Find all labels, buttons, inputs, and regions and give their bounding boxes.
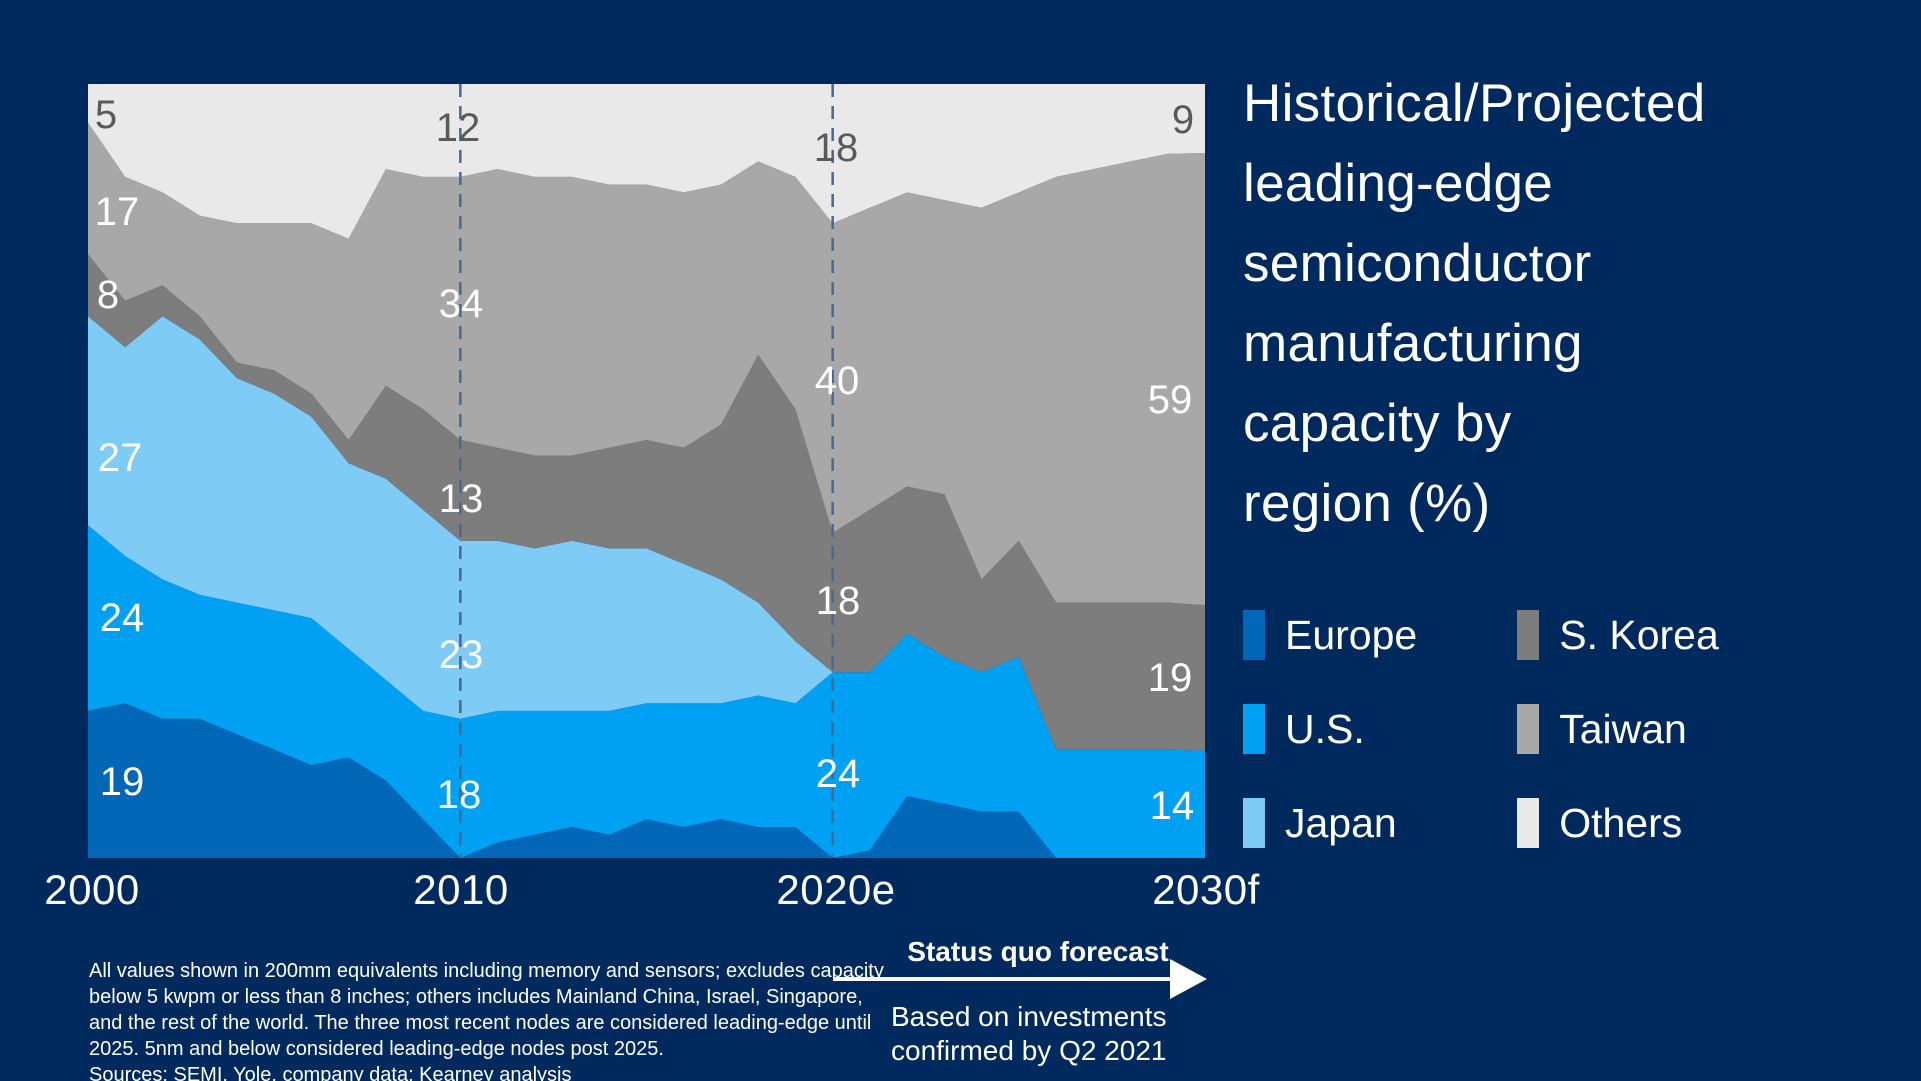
title-line: semiconductor bbox=[1243, 234, 1592, 293]
value-label-europe-2000: 19 bbox=[100, 760, 145, 804]
chart-value-labels: 5 17 8 27 24 19 12 34 13 23 18 18 40 18 24 9 59 19 14 bbox=[95, 93, 1195, 828]
japan-swatch-icon bbox=[1243, 798, 1265, 848]
chart-title: Historical/Projected leading-edge semico… bbox=[1243, 64, 1706, 544]
value-label-others-2030: 9 bbox=[1172, 98, 1194, 142]
legend-label-others: Others bbox=[1559, 799, 1683, 846]
value-label-u-s--2030: 14 bbox=[1150, 784, 1195, 828]
legend-item-japan: Japan bbox=[1243, 798, 1417, 848]
forecast-title: Status quo forecast bbox=[907, 936, 1169, 967]
legend-label-us: U.S. bbox=[1285, 705, 1365, 752]
value-label-others-2000: 5 bbox=[95, 93, 117, 137]
title-line: region (%) bbox=[1243, 474, 1491, 533]
legend-column-left: Europe U.S. Japan bbox=[1243, 610, 1417, 848]
value-label-taiwan-2010: 34 bbox=[439, 282, 484, 326]
forecast-arrow bbox=[833, 959, 1207, 999]
footnote: All values shown in 200mm equivalents in… bbox=[89, 958, 884, 1081]
legend-label-taiwan: Taiwan bbox=[1559, 705, 1687, 752]
legend-label-skorea: S. Korea bbox=[1559, 611, 1719, 658]
chart-gridlines bbox=[459, 84, 834, 858]
value-label-others-2020: 18 bbox=[814, 126, 859, 170]
footnote-line: 2025. 5nm and below considered leading-e… bbox=[89, 1038, 664, 1060]
value-label-s-korea-2010: 13 bbox=[439, 477, 484, 521]
x-axis-label-2020e: 2020e bbox=[776, 866, 896, 913]
legend-label-europe: Europe bbox=[1285, 611, 1418, 658]
legend-label-japan: Japan bbox=[1285, 799, 1397, 846]
footnote-line: All values shown in 200mm equivalents in… bbox=[89, 960, 884, 982]
forecast-subtitle-line: Based on investments bbox=[891, 1001, 1167, 1032]
area-europe bbox=[88, 703, 1205, 858]
legend-item-taiwan: Taiwan bbox=[1517, 704, 1719, 754]
title-line: capacity by bbox=[1243, 394, 1512, 453]
forecast-subtitle-line: confirmed by Q2 2021 bbox=[891, 1035, 1167, 1066]
value-label-others-2010: 12 bbox=[436, 106, 481, 150]
value-label-u-s--2000: 24 bbox=[100, 596, 145, 640]
others-swatch-icon bbox=[1517, 798, 1540, 848]
legend-item-europe: Europe bbox=[1243, 610, 1417, 660]
forecast-arrow-head bbox=[1170, 959, 1207, 999]
x-axis-label-2010: 2010 bbox=[413, 866, 509, 913]
legend-item-skorea: S. Korea bbox=[1517, 610, 1719, 660]
area-s-korea bbox=[88, 254, 1205, 751]
value-label-u-s--2020: 24 bbox=[816, 752, 861, 796]
footnote-line: Sources: SEMI, Yole, company data; Kearn… bbox=[89, 1064, 572, 1081]
footnote-line: below 5 kwpm or less than 8 inches; othe… bbox=[89, 986, 863, 1008]
title-line: manufacturing bbox=[1243, 314, 1583, 373]
forecast-subtitle: Based on investments confirmed by Q2 202… bbox=[891, 1000, 1167, 1068]
value-label-japan-2010: 23 bbox=[439, 633, 484, 677]
area-others bbox=[88, 84, 1205, 239]
chart-areas bbox=[88, 84, 1205, 858]
value-label-s-korea-2000: 8 bbox=[97, 273, 119, 317]
us-swatch-icon bbox=[1243, 704, 1265, 754]
legend-column-right: S. Korea Taiwan Others bbox=[1517, 610, 1719, 848]
area-japan bbox=[88, 316, 1205, 751]
value-label-s-korea-2030: 19 bbox=[1148, 656, 1193, 700]
value-label-taiwan-2000: 17 bbox=[95, 190, 140, 234]
title-line: Historical/Projected bbox=[1243, 74, 1706, 133]
area-taiwan bbox=[88, 122, 1205, 606]
area-u-s- bbox=[88, 525, 1205, 858]
title-line: leading-edge bbox=[1243, 154, 1554, 213]
value-label-s-korea-2020: 18 bbox=[816, 579, 861, 623]
legend: Europe U.S. Japan S. Korea Taiwan O bbox=[1243, 610, 1719, 848]
legend-item-others: Others bbox=[1517, 798, 1719, 848]
europe-swatch-icon bbox=[1243, 610, 1265, 660]
x-axis-label-2000: 2000 bbox=[44, 866, 140, 913]
legend-item-us: U.S. bbox=[1243, 704, 1417, 754]
value-label-taiwan-2030: 59 bbox=[1148, 378, 1193, 422]
value-label-japan-2000: 27 bbox=[98, 436, 143, 480]
value-label-taiwan-2020: 40 bbox=[815, 359, 860, 403]
skorea-swatch-icon bbox=[1517, 610, 1540, 660]
value-label-u-s--2010: 18 bbox=[437, 773, 482, 817]
footnote-line: and the rest of the world. The three mos… bbox=[89, 1012, 872, 1034]
taiwan-swatch-icon bbox=[1517, 704, 1540, 754]
x-axis-label-2030f: 2030f bbox=[1152, 866, 1260, 913]
